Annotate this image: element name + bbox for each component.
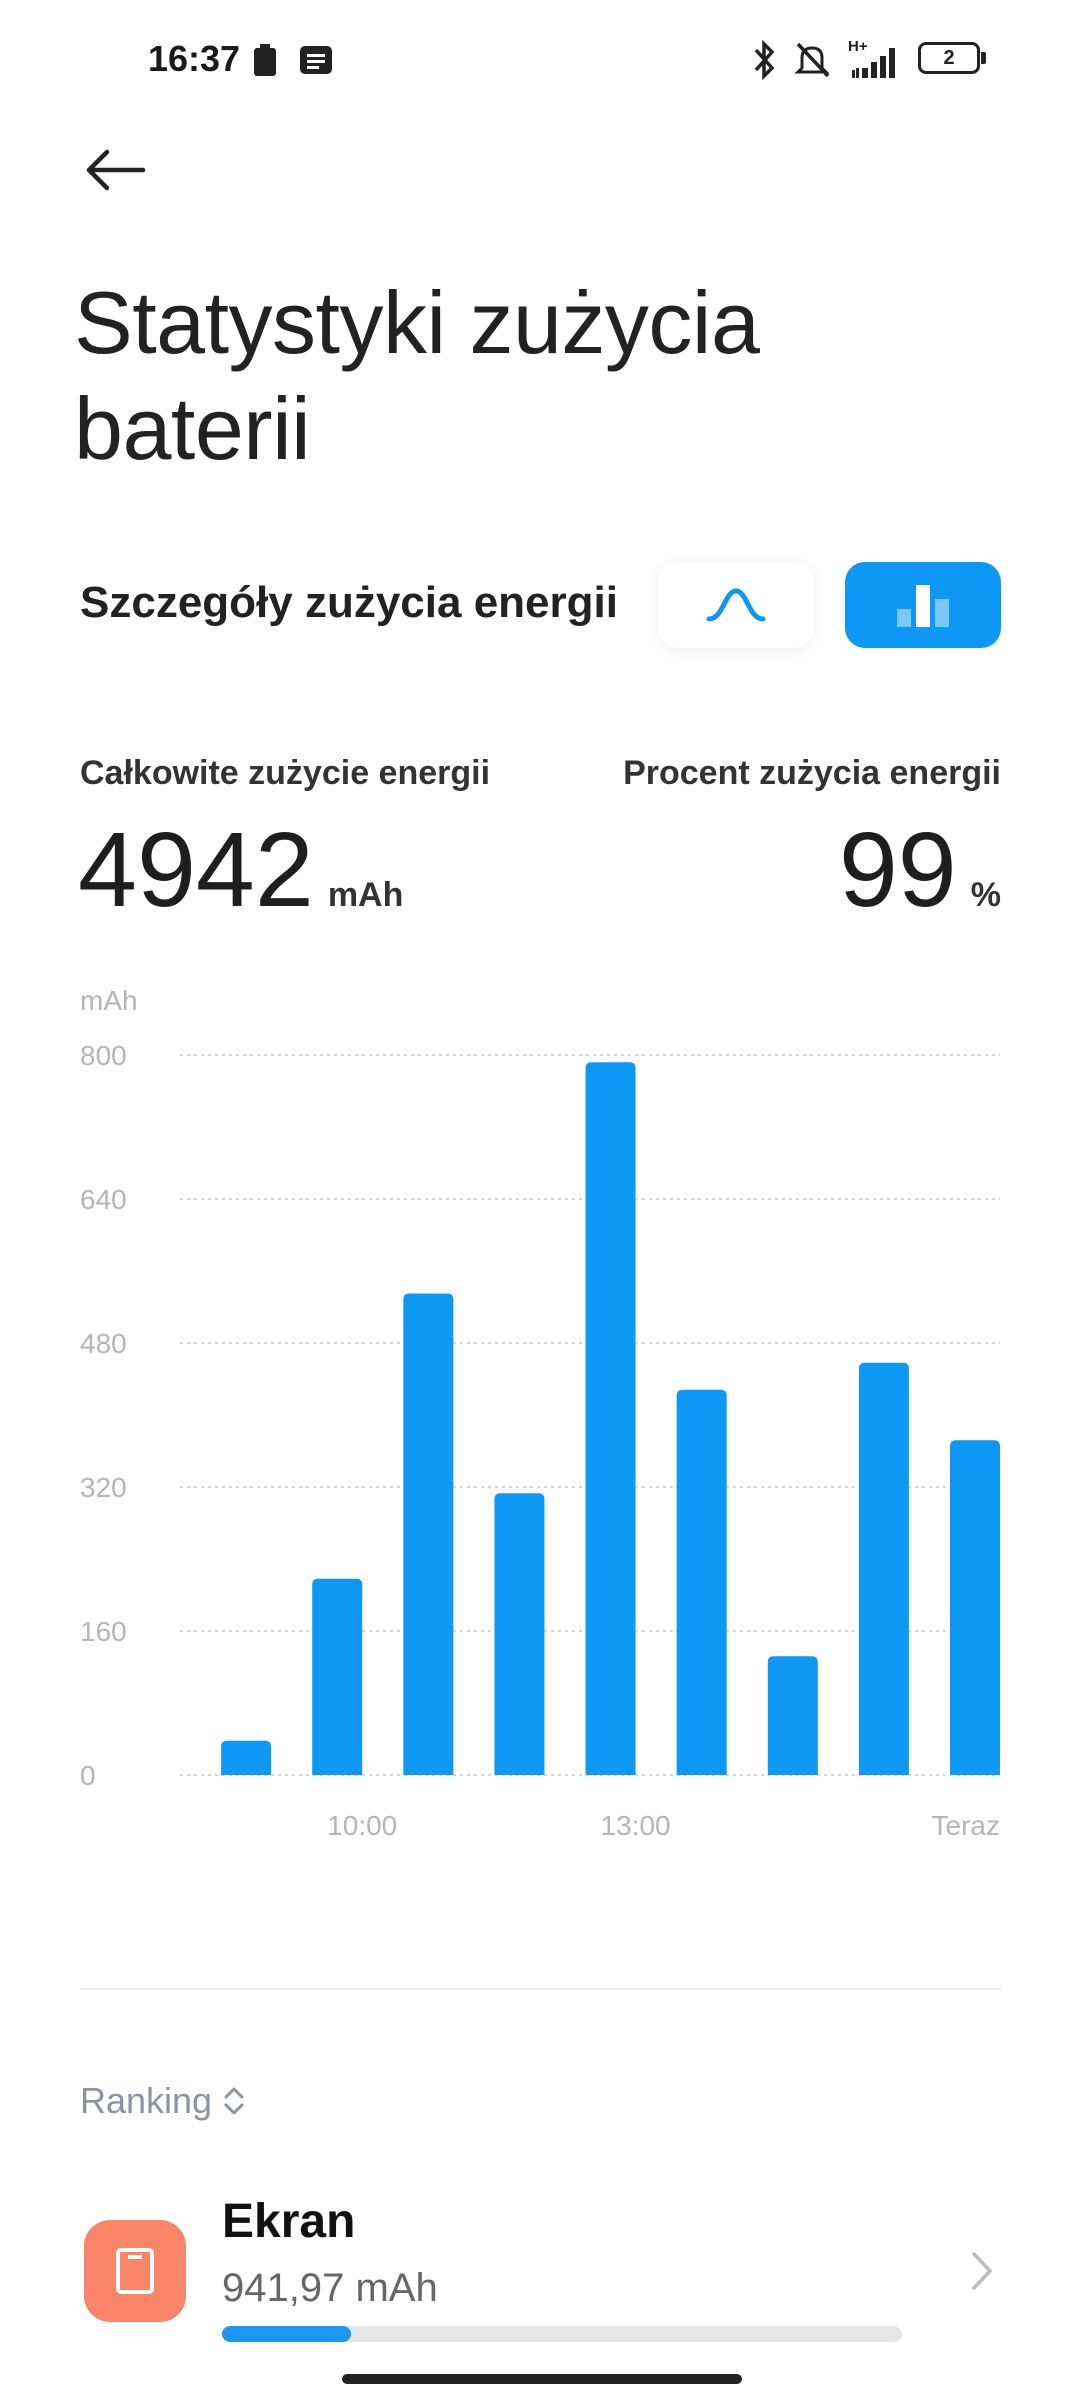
y-tick-label: 160 <box>80 1616 127 1647</box>
chart-bar <box>676 1389 727 1775</box>
app-name: Ekran <box>222 2195 356 2248</box>
back-arrow-icon <box>86 149 146 191</box>
battery-level-label: 2 <box>943 46 955 69</box>
x-tick-label: 13:00 <box>601 1810 671 1841</box>
y-tick-label: 800 <box>80 1040 127 1071</box>
percent-usage-unit: % <box>970 876 1001 914</box>
bar-chart-icon <box>897 585 949 627</box>
muted-bell-icon <box>794 42 830 78</box>
x-tick-label: 10:00 <box>327 1810 397 1841</box>
usage-progress-bar <box>222 2326 902 2342</box>
total-usage-label: Całkowite zużycie energii <box>80 754 491 792</box>
chart-bar <box>585 1062 636 1775</box>
usage-progress-fill <box>222 2326 352 2342</box>
y-axis-unit-label: mAh <box>80 985 138 1016</box>
signal-icon <box>852 48 895 78</box>
percent-usage-label: Procent zużycia energii <box>623 754 1001 792</box>
app-usage-value: 941,97 mAh <box>222 2266 438 2310</box>
x-tick-label: Teraz <box>932 1810 1000 1841</box>
section-title: Szczegóły zużycia energii <box>80 578 618 627</box>
battery-saver-icon <box>254 44 276 76</box>
battery-cap <box>981 52 986 64</box>
chart-bar <box>403 1293 454 1775</box>
curve-chart-icon <box>706 588 766 622</box>
total-usage-value-row: 4942 mAh <box>78 810 403 955</box>
chart-bar <box>494 1493 545 1775</box>
curve-view-toggle[interactable] <box>658 562 814 648</box>
total-usage-value: 4942 <box>78 811 314 929</box>
chart-bar <box>950 1440 1000 1775</box>
chart-bar <box>858 1362 909 1775</box>
percent-usage-value-row: 99% <box>839 810 1001 955</box>
chart-bar <box>312 1578 363 1775</box>
ranking-label: Ranking <box>80 2080 213 2121</box>
y-tick-label: 480 <box>80 1328 127 1359</box>
chart-bar <box>221 1740 272 1775</box>
network-type-label: H+ <box>848 38 868 55</box>
status-time: 16:37 <box>148 38 241 79</box>
percent-usage-value: 99 <box>838 811 957 929</box>
y-tick-label: 0 <box>80 1760 96 1791</box>
ranking-sort-button[interactable]: Ranking <box>80 2080 246 2122</box>
usage-bar-chart: mAh 0 160 320 480 640 800 10:00 13:00 Teraz <box>80 985 1000 1841</box>
home-indicator <box>342 2374 742 2384</box>
divider <box>80 1988 1001 1990</box>
battery-icon: 2 <box>918 42 980 74</box>
y-tick-label: 640 <box>80 1184 127 1215</box>
chart-bar <box>767 1656 818 1775</box>
y-tick-label: 320 <box>80 1472 127 1503</box>
bar-view-toggle[interactable] <box>845 562 1001 648</box>
back-button[interactable] <box>70 130 160 210</box>
page-title: Statystyki zużycia baterii <box>74 273 760 478</box>
bluetooth-icon <box>754 40 775 80</box>
notification-icon <box>300 46 332 74</box>
sort-updown-icon <box>224 2087 244 2115</box>
total-usage-unit: mAh <box>327 876 404 914</box>
screen-icon <box>84 2220 186 2322</box>
list-item[interactable]: Ekran 941,97 mAh <box>0 2190 1080 2370</box>
chevron-right-icon <box>972 2252 992 2290</box>
